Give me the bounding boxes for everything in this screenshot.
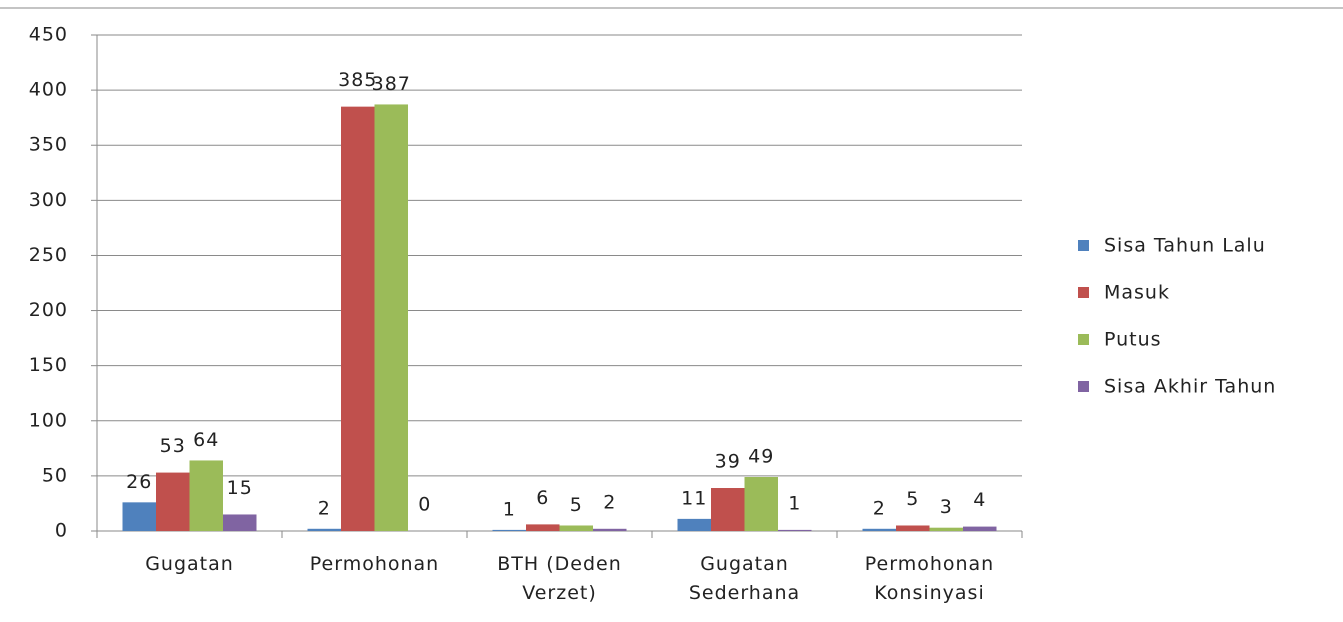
y-tick-label: 450 bbox=[29, 24, 68, 46]
data-label: 26 bbox=[126, 471, 152, 493]
bar bbox=[896, 525, 930, 531]
data-label: 385 bbox=[338, 69, 377, 91]
y-tick-label: 250 bbox=[29, 244, 68, 266]
bar bbox=[223, 514, 257, 531]
bar bbox=[122, 502, 156, 531]
y-tick-label: 350 bbox=[29, 134, 68, 156]
data-label: 1 bbox=[788, 492, 801, 514]
data-label: 3 bbox=[940, 496, 953, 518]
data-label: 2 bbox=[603, 491, 616, 513]
legend-swatch bbox=[1078, 334, 1089, 345]
bar bbox=[862, 528, 896, 531]
bar bbox=[593, 528, 627, 531]
legend-label: Sisa Akhir Tahun bbox=[1104, 376, 1276, 398]
data-label: 2 bbox=[873, 497, 886, 519]
x-tick-label: Permohonan Konsinyasi bbox=[864, 553, 995, 604]
data-label: 6 bbox=[536, 487, 549, 509]
y-tick-label: 400 bbox=[29, 79, 68, 101]
bar bbox=[374, 104, 408, 531]
bar bbox=[189, 460, 223, 531]
data-label: 5 bbox=[570, 494, 583, 516]
y-tick-label: 150 bbox=[29, 354, 68, 376]
bar bbox=[307, 528, 341, 531]
y-tick-label: 100 bbox=[29, 409, 68, 431]
data-label: 15 bbox=[227, 477, 253, 499]
bar bbox=[559, 525, 593, 531]
bar bbox=[929, 527, 963, 531]
bar bbox=[963, 526, 997, 531]
bar bbox=[526, 524, 560, 531]
data-label: 2 bbox=[318, 497, 331, 519]
data-label: 49 bbox=[748, 445, 774, 467]
data-label: 11 bbox=[681, 487, 707, 509]
bar bbox=[677, 518, 711, 531]
x-tick-label: Permohonan bbox=[309, 553, 440, 575]
x-tick-label: Gugatan Sederhana bbox=[688, 553, 801, 604]
bar bbox=[492, 529, 526, 531]
legend-label: Putus bbox=[1104, 329, 1162, 351]
data-label: 39 bbox=[715, 451, 741, 473]
bar bbox=[341, 106, 375, 532]
data-label: 1 bbox=[503, 498, 516, 520]
legend-label: Masuk bbox=[1104, 282, 1170, 304]
y-tick-label: 50 bbox=[42, 464, 68, 486]
legend-swatch bbox=[1078, 287, 1089, 298]
legend-label: Sisa Tahun Lalu bbox=[1104, 235, 1266, 257]
y-tick-label: 200 bbox=[29, 299, 68, 321]
bar bbox=[744, 476, 778, 531]
data-label: 64 bbox=[193, 429, 219, 451]
y-tick-label: 300 bbox=[29, 189, 68, 211]
bar bbox=[711, 488, 745, 531]
legend-swatch bbox=[1078, 240, 1089, 251]
bar bbox=[156, 472, 190, 531]
legend-swatch bbox=[1078, 381, 1089, 392]
data-label: 0 bbox=[418, 494, 431, 516]
data-label: 387 bbox=[372, 73, 411, 95]
bar bbox=[778, 529, 812, 531]
data-label: 4 bbox=[973, 489, 986, 511]
data-label: 53 bbox=[160, 435, 186, 457]
data-label: 5 bbox=[906, 488, 919, 510]
x-tick-label: Gugatan bbox=[145, 553, 234, 575]
y-tick-label: 0 bbox=[55, 520, 68, 542]
x-tick-label: BTH (Deden Verzet) bbox=[497, 553, 622, 604]
